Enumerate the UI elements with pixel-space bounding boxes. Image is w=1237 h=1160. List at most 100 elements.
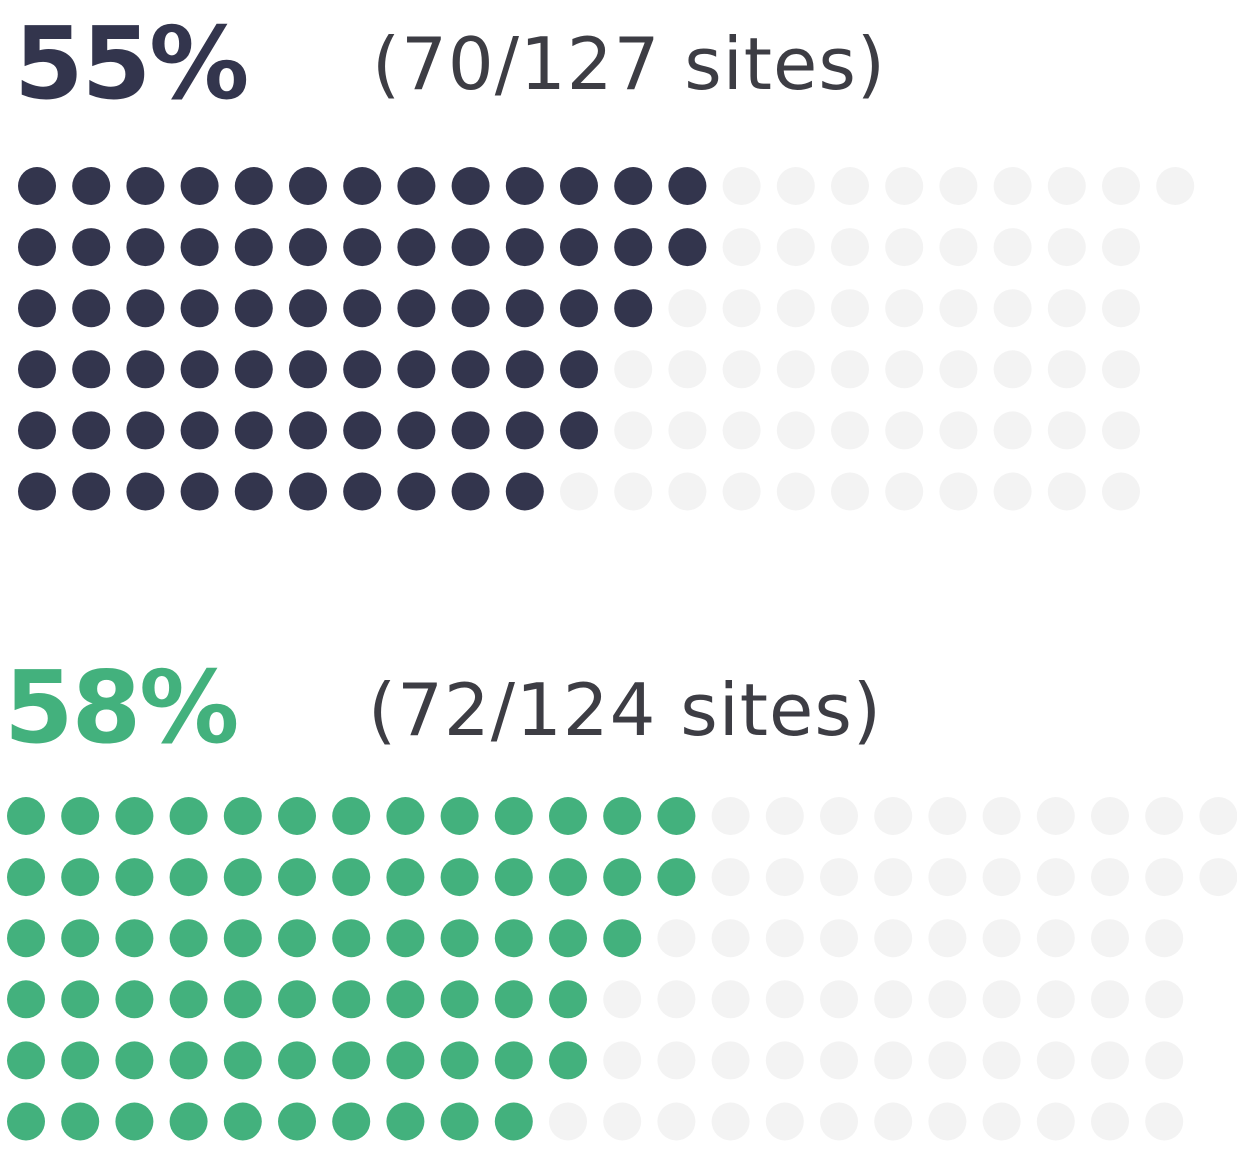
- empty-dot: [765, 1102, 804, 1141]
- empty-dot: [614, 350, 653, 389]
- filled-dot: [549, 858, 587, 897]
- filled-dot: [223, 797, 262, 835]
- filled-dot: [180, 289, 219, 328]
- filled-dot: [169, 919, 208, 958]
- empty-dot: [560, 472, 598, 511]
- count-label-1: (70/127 sites): [372, 22, 886, 106]
- filled-dot: [278, 797, 316, 835]
- empty-dot: [776, 411, 815, 450]
- filled-dot: [115, 797, 154, 835]
- filled-dot: [451, 350, 490, 389]
- empty-dot: [1036, 1041, 1075, 1080]
- filled-dot: [614, 228, 653, 267]
- empty-dot: [1145, 1102, 1184, 1141]
- filled-dot: [278, 980, 316, 1019]
- empty-dot: [1145, 797, 1184, 835]
- empty-dot: [603, 1102, 642, 1141]
- filled-dot: [332, 919, 371, 958]
- filled-dot: [169, 1102, 208, 1141]
- filled-dot: [126, 228, 165, 267]
- empty-dot: [874, 1041, 913, 1080]
- filled-dot: [72, 350, 111, 389]
- filled-dot: [18, 167, 56, 205]
- filled-dot: [494, 858, 533, 897]
- filled-dot: [332, 980, 371, 1019]
- empty-dot: [765, 1041, 804, 1080]
- filled-dot: [223, 1041, 262, 1080]
- filled-dot: [668, 167, 707, 205]
- filled-dot: [18, 289, 56, 328]
- filled-dot: [603, 797, 642, 835]
- filled-dot: [440, 1041, 479, 1080]
- filled-dot: [397, 289, 436, 328]
- filled-dot: [505, 228, 544, 267]
- filled-dot: [234, 167, 273, 205]
- empty-dot: [614, 411, 653, 450]
- filled-dot: [614, 167, 653, 205]
- filled-dot: [386, 919, 425, 958]
- empty-dot: [1102, 350, 1140, 389]
- filled-dot: [289, 350, 327, 389]
- filled-dot: [169, 980, 208, 1019]
- filled-dot: [18, 228, 56, 267]
- empty-dot: [993, 289, 1032, 328]
- filled-dot: [7, 980, 45, 1019]
- filled-dot: [7, 797, 45, 835]
- filled-dot: [505, 411, 544, 450]
- filled-dot: [560, 289, 598, 328]
- filled-dot: [126, 350, 165, 389]
- filled-dot: [289, 472, 327, 511]
- filled-dot: [234, 289, 273, 328]
- empty-dot: [549, 1102, 587, 1141]
- filled-dot: [7, 919, 45, 958]
- empty-dot: [657, 919, 696, 958]
- filled-dot: [549, 919, 587, 958]
- filled-dot: [494, 1102, 533, 1141]
- empty-dot: [776, 289, 815, 328]
- filled-dot: [278, 1041, 316, 1080]
- empty-dot: [993, 228, 1032, 267]
- empty-dot: [928, 858, 967, 897]
- empty-dot: [1036, 980, 1075, 1019]
- empty-dot: [993, 167, 1032, 205]
- empty-dot: [1091, 1041, 1129, 1080]
- empty-dot: [765, 858, 804, 897]
- filled-dot: [440, 1102, 479, 1141]
- empty-dot: [1036, 919, 1075, 958]
- empty-dot: [993, 472, 1032, 511]
- filled-dot: [223, 980, 262, 1019]
- filled-dot: [7, 858, 45, 897]
- empty-dot: [1145, 919, 1184, 958]
- empty-dot: [1102, 228, 1140, 267]
- filled-dot: [397, 472, 436, 511]
- filled-dot: [494, 797, 533, 835]
- empty-dot: [939, 350, 978, 389]
- empty-dot: [722, 228, 761, 267]
- empty-dot: [657, 1102, 696, 1141]
- empty-dot: [1047, 289, 1086, 328]
- filled-dot: [126, 411, 165, 450]
- filled-dot: [560, 167, 598, 205]
- filled-dot: [61, 1041, 100, 1080]
- empty-dot: [885, 228, 924, 267]
- empty-dot: [722, 472, 761, 511]
- empty-dot: [668, 411, 707, 450]
- empty-dot: [939, 472, 978, 511]
- filled-dot: [451, 289, 490, 328]
- filled-dot: [505, 289, 544, 328]
- waffle-block-2: 58% (72/124 sites): [0, 640, 1237, 1141]
- empty-dot: [928, 919, 967, 958]
- filled-dot: [332, 797, 371, 835]
- empty-dot: [939, 411, 978, 450]
- empty-dot: [1102, 167, 1140, 205]
- filled-dot: [18, 350, 56, 389]
- empty-dot: [1091, 919, 1129, 958]
- empty-dot: [885, 289, 924, 328]
- filled-dot: [332, 1102, 371, 1141]
- empty-dot: [1091, 980, 1129, 1019]
- empty-dot: [1091, 858, 1129, 897]
- empty-dot: [885, 350, 924, 389]
- empty-dot: [939, 289, 978, 328]
- empty-dot: [1091, 797, 1129, 835]
- empty-dot: [711, 919, 750, 958]
